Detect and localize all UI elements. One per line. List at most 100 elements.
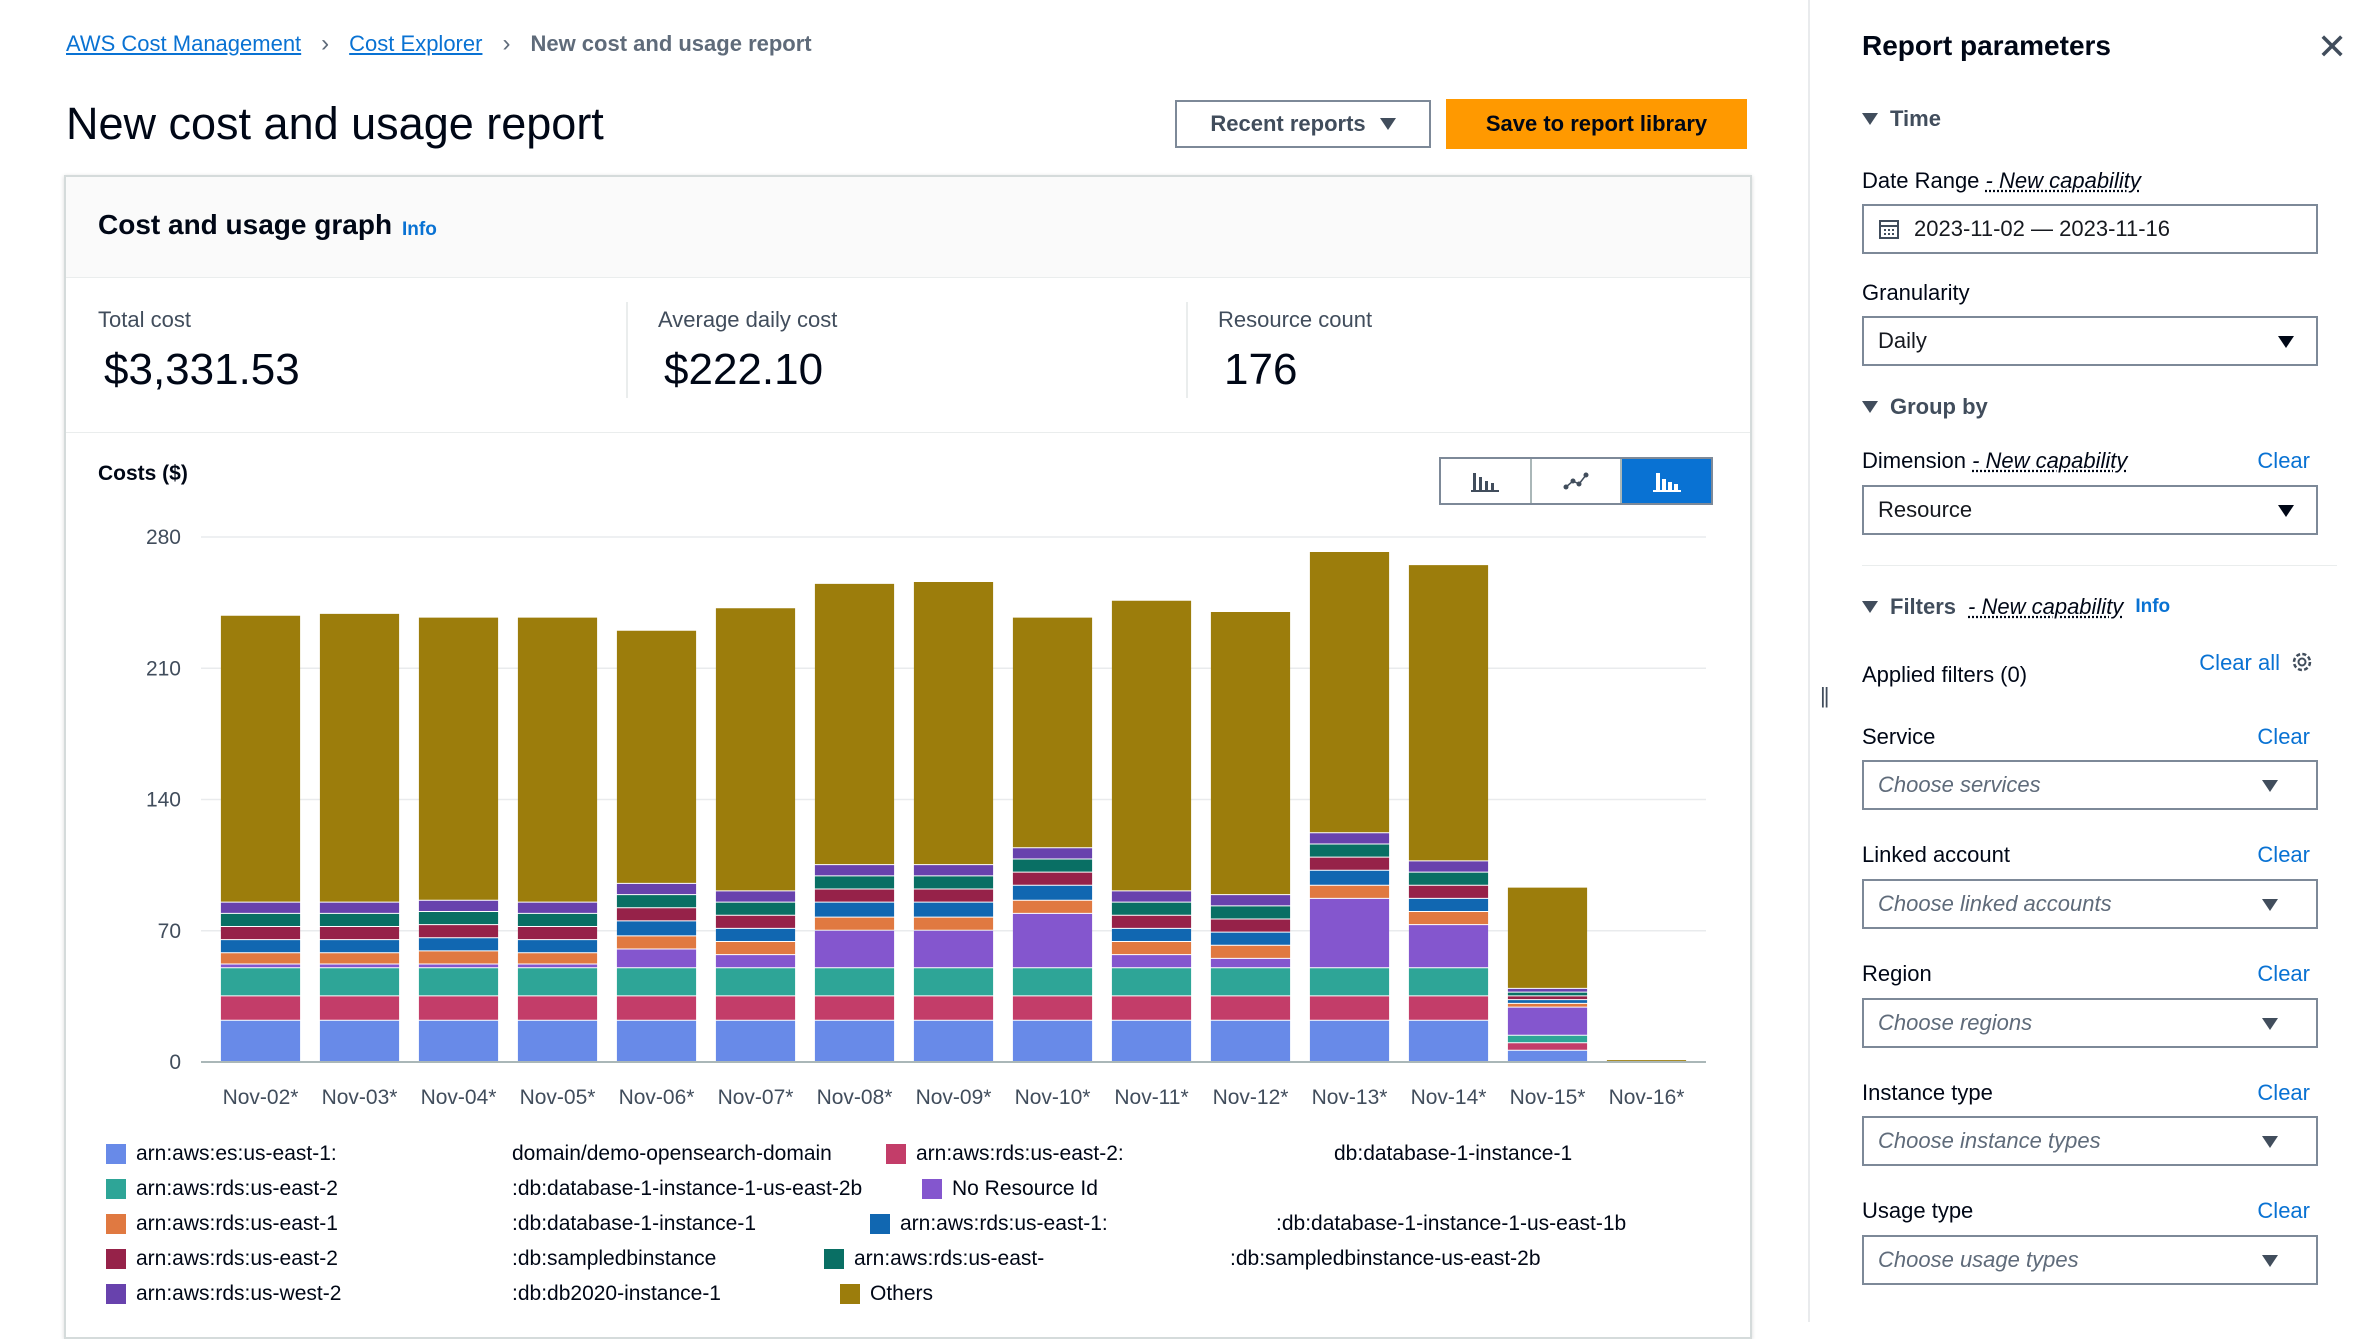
bar-segment[interactable]	[419, 925, 498, 937]
bar-segment[interactable]	[1310, 1021, 1389, 1061]
bar-segment[interactable]	[1508, 888, 1587, 988]
legend-item[interactable]: arn:aws:rds:us-west-2	[106, 1282, 341, 1306]
bar-segment[interactable]	[1211, 959, 1290, 967]
bar-segment[interactable]	[815, 996, 894, 1019]
filter-service-select[interactable]: Choose services	[1862, 760, 2318, 810]
bar-segment[interactable]	[221, 965, 300, 968]
bar-segment[interactable]	[1013, 618, 1092, 848]
bar-segment[interactable]	[815, 918, 894, 930]
legend-item[interactable]: arn:aws:rds:us-east-2:	[886, 1142, 1124, 1166]
bar-segment[interactable]	[1211, 920, 1290, 932]
bar-segment[interactable]	[1013, 901, 1092, 913]
bar-segment[interactable]	[1112, 942, 1191, 954]
bar-segment[interactable]	[617, 884, 696, 894]
bar-segment[interactable]	[617, 996, 696, 1019]
section-filters-toggle[interactable]: Filters - New capability Info	[1862, 594, 2170, 620]
bar-segment[interactable]	[914, 1021, 993, 1061]
bar-segment[interactable]	[320, 914, 399, 926]
legend-item[interactable]: No Resource Id	[922, 1177, 1098, 1201]
legend-item[interactable]: arn:aws:rds:us-east-1	[106, 1212, 338, 1236]
bar-segment[interactable]	[1013, 860, 1092, 872]
filter-usage-type-select[interactable]: Choose usage types	[1862, 1235, 2318, 1285]
granularity-select[interactable]: Daily	[1862, 316, 2318, 366]
bar-segment[interactable]	[1409, 925, 1488, 967]
bar-segment[interactable]	[221, 616, 300, 902]
bar-segment[interactable]	[914, 996, 993, 1019]
bar-segment[interactable]	[716, 929, 795, 941]
bar-segment[interactable]	[1508, 993, 1587, 996]
bar-segment[interactable]	[320, 965, 399, 968]
bar-segment[interactable]	[617, 968, 696, 995]
bar-segment[interactable]	[1211, 906, 1290, 918]
bar-segment[interactable]	[914, 876, 993, 888]
bar-segment[interactable]	[1013, 848, 1092, 858]
bar-segment[interactable]	[716, 942, 795, 954]
bar-segment[interactable]	[1310, 968, 1389, 995]
bar-segment[interactable]	[617, 921, 696, 935]
bar-segment[interactable]	[518, 968, 597, 995]
bar-segment[interactable]	[1211, 996, 1290, 1019]
bar-segment[interactable]	[419, 951, 498, 963]
bar-segment[interactable]	[518, 914, 597, 926]
bar-segment[interactable]	[221, 903, 300, 913]
bar-segment[interactable]	[617, 950, 696, 968]
bar-segment[interactable]	[1211, 1021, 1290, 1061]
bar-segment[interactable]	[716, 955, 795, 967]
legend-item[interactable]: arn:aws:rds:us-east-2	[106, 1177, 338, 1201]
filter-service-clear[interactable]: Clear	[2257, 724, 2310, 750]
bar-segment[interactable]	[419, 965, 498, 968]
breadcrumb-cost-management[interactable]: AWS Cost Management	[66, 31, 301, 57]
dimension-clear-link[interactable]: Clear	[2257, 448, 2310, 474]
bar-segment[interactable]	[914, 931, 993, 968]
bar-segment[interactable]	[1508, 996, 1587, 999]
bar-segment[interactable]	[1112, 903, 1191, 915]
legend-item[interactable]: arn:aws:es:us-east-1:	[106, 1142, 337, 1166]
drag-handle-icon[interactable]: ||	[1820, 683, 1827, 709]
bar-segment[interactable]	[1013, 914, 1092, 967]
bar-segment[interactable]	[518, 996, 597, 1019]
bar-segment[interactable]	[1409, 886, 1488, 898]
bar-segment[interactable]	[1310, 858, 1389, 870]
bar-segment[interactable]	[320, 996, 399, 1019]
bar-segment[interactable]	[815, 931, 894, 968]
bar-segment[interactable]	[716, 996, 795, 1019]
bar-segment[interactable]	[815, 876, 894, 888]
clear-all-link[interactable]: Clear all	[2199, 650, 2280, 676]
bar-segment[interactable]	[1112, 929, 1191, 941]
info-link[interactable]: Info	[402, 219, 437, 241]
bar-segment[interactable]	[221, 968, 300, 995]
bar-segment[interactable]	[914, 890, 993, 902]
save-to-report-library-button[interactable]: Save to report library	[1446, 99, 1747, 149]
bar-segment[interactable]	[1013, 968, 1092, 995]
bar-segment[interactable]	[518, 927, 597, 939]
bar-segment[interactable]	[221, 940, 300, 952]
gear-icon[interactable]	[2288, 648, 2316, 676]
line-chart-button[interactable]	[1532, 459, 1623, 503]
bar-segment[interactable]	[1508, 1051, 1587, 1061]
bar-segment[interactable]	[1508, 1000, 1587, 1003]
bar-segment[interactable]	[221, 953, 300, 963]
bar-segment[interactable]	[320, 903, 399, 913]
bar-segment[interactable]	[1211, 895, 1290, 905]
bar-segment[interactable]	[518, 1021, 597, 1061]
bar-segment[interactable]	[518, 903, 597, 913]
bar-segment[interactable]	[419, 912, 498, 924]
bar-segment[interactable]	[815, 584, 894, 864]
bar-segment[interactable]	[914, 968, 993, 995]
bar-segment[interactable]	[815, 890, 894, 902]
bar-segment[interactable]	[716, 968, 795, 995]
bar-segment[interactable]	[617, 908, 696, 920]
bar-segment[interactable]	[914, 903, 993, 917]
section-group-by-toggle[interactable]: Group by	[1862, 394, 1988, 420]
bar-segment[interactable]	[419, 901, 498, 911]
bar-segment[interactable]	[1409, 1021, 1488, 1061]
stacked-bar-chart-button[interactable]	[1622, 459, 1711, 503]
bar-segment[interactable]	[419, 938, 498, 950]
bar-segment[interactable]	[419, 996, 498, 1019]
bar-segment[interactable]	[1112, 601, 1191, 891]
bar-segment[interactable]	[815, 903, 894, 917]
bar-segment[interactable]	[419, 968, 498, 995]
bar-segment[interactable]	[1013, 996, 1092, 1019]
bar-segment[interactable]	[1211, 612, 1290, 894]
bar-segment[interactable]	[914, 582, 993, 864]
